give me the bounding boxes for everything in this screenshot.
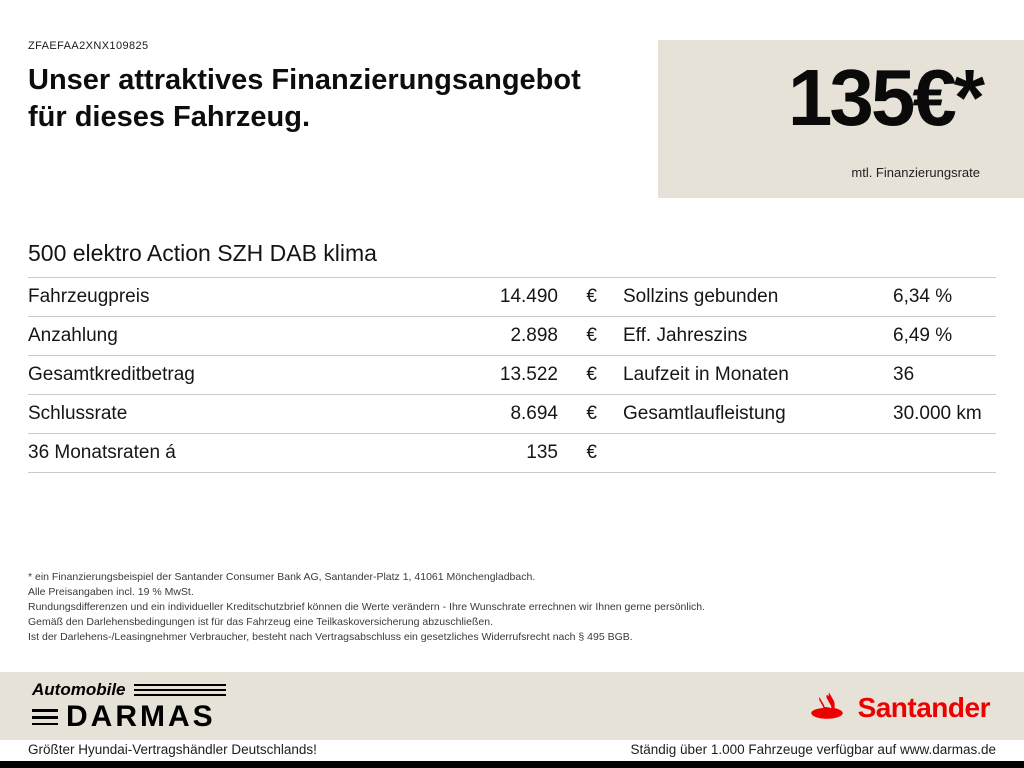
table-row: Anzahlung 2.898 € Eff. Jahreszins 6,49 % [28,317,996,356]
page-title-line2: für dieses Fahrzeug. [28,101,311,133]
disclaimer-line: Rundungsdifferenzen und ein individuelle… [28,601,706,613]
disclaimer-block: * ein Finanzierungsbeispiel der Santande… [28,570,988,645]
website-tagline: Ständig über 1.000 Fahrzeuge verfügbar a… [630,742,996,757]
left-unit: € [586,442,597,463]
left-unit: € [586,403,597,424]
santander-flame-icon [806,686,848,729]
left-value: 13.522 [499,364,558,385]
left-value: 8.694 [510,403,558,424]
bottom-taglines: Größter Hyundai-Vertragshändler Deutschl… [0,742,1024,761]
right-value: 6,34 % [893,286,953,307]
disclaimer-line: * ein Finanzierungsbeispiel der Santande… [28,571,536,583]
left-label: 36 Monatsraten á [28,442,176,463]
vehicle-vin: ZFAEFAA2XNX109825 [28,40,149,52]
dealer-tagline: Größter Hyundai-Vertragshändler Deutschl… [28,742,317,757]
left-unit: € [586,325,597,346]
page-title-line1: Unser attraktives Finanzierungsangebot [28,64,581,96]
table-row: 36 Monatsraten á 135 € [28,434,996,473]
darmas-stripes-icon [32,709,58,725]
bottom-black-bar [0,761,1024,768]
darmas-stripes-icon [133,684,226,696]
right-value: 30.000 km [893,403,982,424]
vehicle-model-title: 500 elektro Action SZH DAB klima [28,240,377,266]
left-label: Schlussrate [28,403,128,424]
right-label: Gesamtlaufleistung [623,403,786,424]
left-label: Fahrzeugpreis [28,286,150,307]
disclaimer-line: Ist der Darlehens-/Leasingnehmer Verbrau… [28,631,633,643]
right-label: Sollzins gebunden [623,286,779,307]
darmas-logo-name: DARMAS [66,700,216,733]
monthly-rate-caption: mtl. Finanzierungsrate [851,165,980,180]
table-row: Schlussrate 8.694 € Gesamtlaufleistung 3… [28,395,996,434]
monthly-rate-box: 135€* mtl. Finanzierungsrate [658,40,1024,198]
santander-logo-text: Santander [857,691,991,723]
left-unit: € [586,364,597,385]
page-title: Unser attraktives Finanzierungsangebot f… [28,62,648,136]
finance-table: Fahrzeugpreis 14.490 € Sollzins gebunden… [28,277,996,473]
right-label: Eff. Jahreszins [623,325,748,346]
footer-band: Automobile DARMAS Santander [0,672,1024,740]
left-unit: € [586,286,597,307]
monthly-rate-value: 135€* [787,53,985,142]
right-value: 6,49 % [893,325,953,346]
table-row: Fahrzeugpreis 14.490 € Sollzins gebunden… [28,278,996,317]
santander-logo: Santander [806,686,991,729]
left-label: Anzahlung [28,325,118,346]
left-label: Gesamtkreditbetrag [28,364,195,385]
darmas-logo: Automobile DARMAS [32,680,226,732]
right-value: 36 [893,364,915,385]
left-value: 14.490 [499,286,558,307]
disclaimer-line: Alle Preisangaben incl. 19 % MwSt. [28,586,194,598]
left-value: 135 [526,442,558,463]
disclaimer-line: Gemäß den Darlehensbedingungen ist für d… [28,616,493,628]
right-label: Laufzeit in Monaten [623,364,789,385]
table-row: Gesamtkreditbetrag 13.522 € Laufzeit in … [28,356,996,395]
darmas-logo-automobile: Automobile [32,680,126,699]
left-value: 2.898 [510,325,558,346]
